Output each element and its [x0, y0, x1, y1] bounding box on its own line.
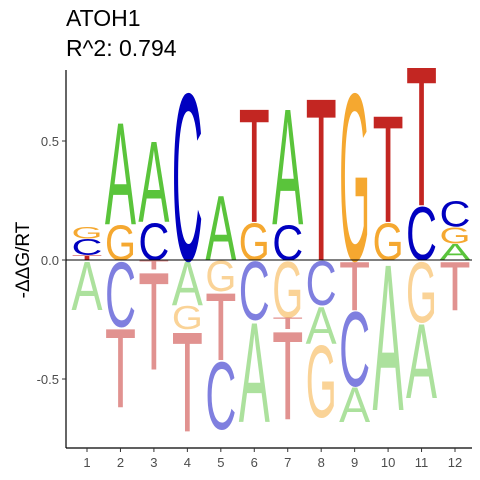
logo-letter-A-pos6-n1: A [239, 293, 270, 453]
x-tick-label: 3 [150, 455, 157, 470]
logo-letter-A-pos7-p1: A [272, 74, 303, 259]
logo-letter-T-pos6-p1: T [239, 75, 270, 257]
logo-letter-C-pos9-n1: C [339, 292, 370, 410]
logo-letter-C-pos5-n2: C [205, 341, 236, 450]
logo-letter-G-pos6-p0: G [239, 211, 270, 271]
logo-letter-T-pos3-n1: T [138, 245, 169, 401]
x-tick-label: 11 [415, 455, 429, 470]
x-tick-label: 9 [351, 455, 358, 470]
logo-letter-A-pos2-p1: A [105, 92, 136, 255]
x-tick-label: 7 [284, 455, 291, 470]
logo-letter-C-pos3-p0: C [138, 213, 169, 272]
logo-letter-G-pos10-p0: G [373, 211, 404, 271]
logo-letter-T-pos8-p0: T [306, 50, 337, 310]
logo-letter-T-pos7-n1: T [272, 314, 303, 332]
x-tick-label: 4 [184, 455, 191, 470]
logo-letter-A-pos10-n0: A [373, 222, 404, 455]
x-tick-label: 12 [448, 455, 462, 470]
x-tick-label: 1 [83, 455, 90, 470]
logo-letter-T-pos10-p1: T [373, 85, 404, 255]
logo-letter-C-pos6-n0: C [239, 245, 270, 338]
logo-letter-C-pos1-p1: C [71, 235, 102, 261]
logo-letter-T-pos5-n1: T [205, 274, 236, 382]
x-axis-ticks: 1 2 3 4 5 6 7 8 9 10 11 12 [83, 448, 462, 470]
chart-subtitle: R^2: 0.794 [66, 35, 177, 61]
x-tick-label: 10 [381, 455, 395, 470]
logo-letter-A-pos3-p1: A [138, 117, 169, 247]
logo-letter-C-pos7-p0: C [272, 215, 303, 271]
logo-letter-T-pos3-n0: T [138, 257, 169, 272]
logo-letter-G-pos11-n0: G [406, 245, 437, 341]
y-axis-title: -ΔΔG/RT [13, 221, 34, 298]
logo-letter-T-pos12-n0: T [440, 247, 471, 325]
logo-letter-A-pos8-n1: A [306, 295, 338, 355]
logo-letter-T-pos4-n2: T [172, 302, 203, 462]
logo-letter-G-pos8-n2: G [306, 323, 337, 439]
plot-area: TCGAGACTCATTCAGTAGTCGTCACAGTTTCAGGTCAGTA… [71, 24, 471, 462]
x-tick-label: 8 [318, 455, 325, 470]
logo-letter-A-pos5-p0: A [205, 175, 236, 280]
logo-letter-A-pos12-p0: A [439, 239, 471, 265]
logo-letter-C-pos8-n0: C [306, 249, 337, 319]
logo-letter-G-pos7-n0: G [272, 246, 303, 335]
logo-letter-T-pos7-n2: T [272, 307, 303, 447]
logo-letter-C-pos11-p0: C [406, 192, 437, 277]
logo-letter-G-pos12-p1: G [440, 222, 471, 248]
x-tick-label: 2 [117, 455, 124, 470]
y-tick-label: 0.0 [41, 253, 59, 268]
logo-letter-A-pos9-n2: A [339, 377, 371, 433]
logo-letter-T-pos11-p1: T [406, 24, 437, 247]
logo-letter-C-pos2-n0: C [105, 243, 136, 347]
logo-letter-C-pos12-p2: C [439, 195, 470, 235]
x-tick-label: 5 [217, 455, 224, 470]
logo-letter-G-pos1-p2: G [72, 224, 103, 243]
logo-letter-G-pos9-p0: G [339, 45, 370, 311]
logo-letter-C-pos4-p0: C [172, 44, 203, 311]
logo-letter-T-pos1-p0: T [71, 254, 102, 262]
logo-letter-T-pos2-n1: T [105, 306, 136, 432]
x-tick-label: 6 [251, 455, 258, 470]
y-tick-label: 0.5 [41, 134, 59, 149]
logo-letter-A-pos11-n1: A [406, 303, 437, 421]
logo-letter-G-pos4-n1: G [172, 299, 203, 336]
logo-letter-A-pos1-n0: A [72, 246, 103, 325]
logo-letter-G-pos2-p0: G [105, 215, 136, 271]
chart-title: ATOH1 [66, 5, 141, 31]
y-axis-ticks: 0.5 0.0 -0.5 [37, 134, 66, 387]
y-tick-label: -0.5 [37, 372, 59, 387]
